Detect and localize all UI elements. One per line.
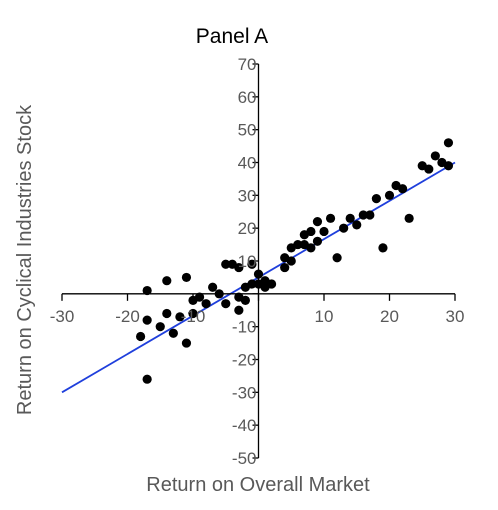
data-point [293,239,303,250]
data-point [221,259,231,269]
data-point [188,308,198,319]
y-tick-label: -20 [232,351,257,370]
data-point [214,289,224,299]
data-point [247,279,257,289]
data-point [443,138,454,148]
data-point [194,292,205,302]
axes-group [61,63,456,459]
y-tick-label: 70 [238,55,257,74]
tick-labels: -30 -20 -10 10 20 30 -50 -40 -30 -20 -10 10 20 30 40 50… [50,55,465,468]
data-point [339,223,349,233]
data-point [136,331,146,342]
data-point [384,190,395,200]
x-tick-label: -20 [115,307,140,326]
x-tick-label: 30 [446,307,465,326]
data-point [332,253,342,263]
data-point [181,272,192,283]
y-tick-label: 40 [238,154,257,173]
y-tick-label: -40 [232,416,257,435]
y-tick-label: 20 [238,219,257,238]
data-point [345,213,355,223]
x-tick-label: -10 [181,307,206,326]
x-tick-label: -30 [50,307,75,326]
data-point [175,312,185,322]
data-point [240,295,250,305]
data-point [142,315,152,325]
data-point [306,243,316,253]
data-point [325,213,336,223]
scatter-points [136,138,454,384]
data-point [352,220,362,230]
data-point [253,269,264,279]
x-tick-label: 10 [315,307,334,326]
data-point [404,213,414,223]
data-point [312,236,323,246]
data-point [430,151,440,161]
x-axis-title: Return on Overall Market [146,474,370,496]
y-tick-label: -10 [232,318,257,337]
chart-title: Panel A [196,25,268,48]
data-point [443,161,454,171]
data-point [234,262,244,273]
data-point [306,226,316,237]
y-tick-label: -50 [232,449,257,468]
data-point [267,279,277,289]
data-point [201,299,211,309]
data-point [358,210,368,220]
data-point [398,184,408,194]
data-point [181,338,192,348]
data-point [142,374,152,384]
data-point [155,322,165,332]
data-point [365,210,375,220]
data-point [234,305,244,315]
y-axis-title: Return on Cyclical Industries Stock [14,104,36,415]
data-point [286,256,296,266]
data-point [280,262,290,273]
data-point [168,328,178,338]
data-point [221,299,231,309]
y-tick-label: 50 [238,121,257,140]
data-point [247,259,257,269]
y-tick-label: 60 [238,88,257,107]
data-point [142,285,152,296]
x-tick-label: 20 [380,307,399,326]
y-tick-label: -30 [232,383,257,402]
data-point [371,194,381,204]
data-point [312,217,323,227]
y-tick-label: 30 [238,186,257,205]
data-point [162,276,172,286]
data-point [378,243,388,253]
data-point [208,282,218,292]
data-point [319,226,329,237]
data-point [162,308,172,319]
y-tick-label: 10 [238,252,257,271]
data-point [424,164,434,174]
